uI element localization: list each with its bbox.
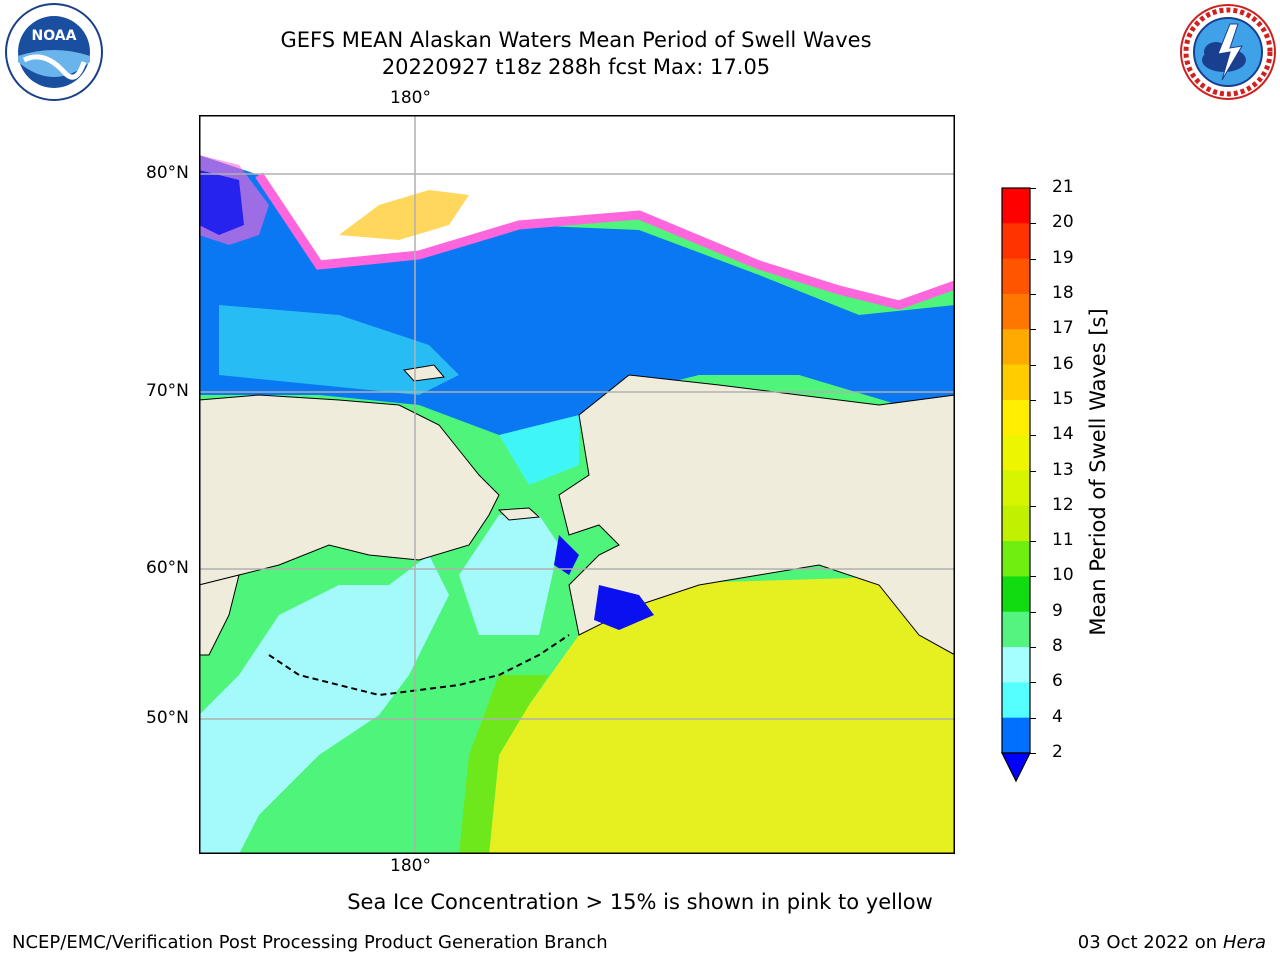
lon-label-top: 180° (390, 88, 431, 108)
colorbar-tick-mark (1030, 399, 1036, 401)
bristol-bay-blue (594, 585, 654, 630)
colorbar-canvas (1001, 187, 1031, 783)
ocean-yellow-swell (489, 575, 955, 854)
colorbar-tick-label: 14 (1052, 424, 1074, 445)
colorbar-tick-mark (1030, 647, 1036, 649)
colorbar-tick-mark (1030, 435, 1036, 437)
noaa-logo: NOAA (4, 2, 104, 102)
colorbar-tick-mark (1030, 717, 1036, 719)
colorbar-tick-mark (1030, 541, 1036, 543)
colorbar-tick-label: 15 (1052, 388, 1074, 409)
colorbar-segment (1002, 647, 1030, 683)
colorbar-tick-mark (1030, 682, 1036, 684)
colorbar-tick-label: 11 (1052, 530, 1074, 551)
colorbar-segment (1002, 505, 1030, 542)
colorbar-tick-label: 10 (1052, 565, 1074, 586)
colorbar-tick-label: 4 (1052, 706, 1063, 727)
colorbar-tick-mark (1030, 364, 1036, 366)
colorbar-segment (1002, 223, 1030, 260)
colorbar-tick-mark (1030, 329, 1036, 331)
colorbar-tick-label: 21 (1052, 177, 1074, 197)
sea-ice-yellow (339, 190, 469, 240)
colorbar-tick-mark (1030, 188, 1036, 189)
colorbar (1000, 186, 1036, 786)
colorbar-segment (1002, 717, 1030, 753)
colorbar-tick-label: 17 (1052, 318, 1074, 339)
aleutian-islands (268, 634, 570, 697)
colorbar-segment (1002, 576, 1030, 613)
colorbar-tick-label: 16 (1052, 353, 1074, 374)
wrangel-island (403, 364, 445, 382)
colorbar-segment (1002, 682, 1030, 719)
noaa-logo-text: NOAA (32, 28, 77, 44)
colorbar-tick-mark (1030, 293, 1036, 295)
colorbar-label: Mean Period of Swell Waves [s] (1086, 308, 1110, 636)
arctic-cyan-patches (219, 305, 459, 395)
colorbar-segment (1002, 364, 1030, 401)
colorbar-tick-label: 13 (1052, 459, 1074, 480)
map-border (199, 115, 955, 854)
colorbar-tick-label: 12 (1052, 494, 1074, 515)
ocean-pale-cyan (199, 555, 449, 854)
sea-ice-note: Sea Ice Concentration > 15% is shown in … (347, 890, 933, 914)
nws-logo (1178, 2, 1278, 102)
map-panel (198, 115, 957, 854)
colorbar-segment (1002, 329, 1030, 366)
colorbar-tick-label: 19 (1052, 247, 1074, 268)
colorbar-tick-label: 8 (1052, 636, 1063, 657)
colorbar-tick-mark (1030, 258, 1036, 260)
graticule (199, 115, 955, 854)
arctic-dark-blue (199, 170, 244, 235)
colorbar-segment (1002, 611, 1030, 648)
lat-label-50n: 50°N (146, 708, 189, 728)
colorbar-tick-mark (1030, 505, 1036, 507)
map-canvas (198, 115, 957, 854)
footer-date: 03 Oct 2022 on (1077, 932, 1223, 953)
colorbar-segment (1002, 293, 1030, 330)
colorbar-segment (1002, 188, 1030, 224)
lat-label-60n: 60°N (146, 558, 189, 578)
footer-machine: Hera (1222, 932, 1266, 953)
colorbar-tick-mark (1030, 753, 1036, 754)
ocean-green-transition (459, 675, 549, 854)
colorbar-tick-mark (1030, 611, 1036, 613)
lon-label-bottom: 180° (390, 856, 431, 876)
chart-subtitle: 20220927 t18z 288h fcst Max: 17.05 (381, 55, 771, 79)
colorbar-tick-label: 6 (1052, 671, 1063, 692)
colorbar-tick-mark (1030, 470, 1036, 472)
colorbar-segment (1002, 258, 1030, 295)
colorbar-segment (1002, 541, 1030, 577)
colorbar-segment (1002, 435, 1030, 471)
footer-left: NCEP/EMC/Verification Post Processing Pr… (12, 932, 608, 953)
colorbar-extend-arrow (1001, 752, 1031, 783)
colorbar-tick-label: 9 (1052, 600, 1063, 621)
colorbar-tick-label: 18 (1052, 282, 1074, 303)
alaska-land (558, 374, 956, 656)
colorbar-tick-mark (1030, 576, 1036, 578)
norton-sound-blue (554, 535, 579, 575)
colorbar-tick-mark (1030, 223, 1036, 225)
colorbar-ticks: 21 20 19 18 17 16 15 14 13 12 11 10 9 8 6 4 2 (1030, 177, 1084, 786)
colorbar-segment (1002, 470, 1030, 507)
colorbar-segment (1002, 399, 1030, 436)
bering-pale-cyan (459, 515, 559, 635)
chart-title: GEFS MEAN Alaskan Waters Mean Period of … (280, 28, 872, 52)
footer-right: 03 Oct 2022 on Hera (1078, 932, 1266, 953)
st-lawrence-island (497, 507, 541, 521)
sea-ice-edge-pink (255, 172, 957, 310)
colorbar-tick-label: 2 (1052, 742, 1063, 762)
lat-label-70n: 70°N (146, 381, 189, 401)
chukchi-cyan (499, 415, 579, 485)
lat-label-80n: 80°N (146, 163, 189, 183)
colorbar-tick-label: 20 (1052, 212, 1074, 233)
